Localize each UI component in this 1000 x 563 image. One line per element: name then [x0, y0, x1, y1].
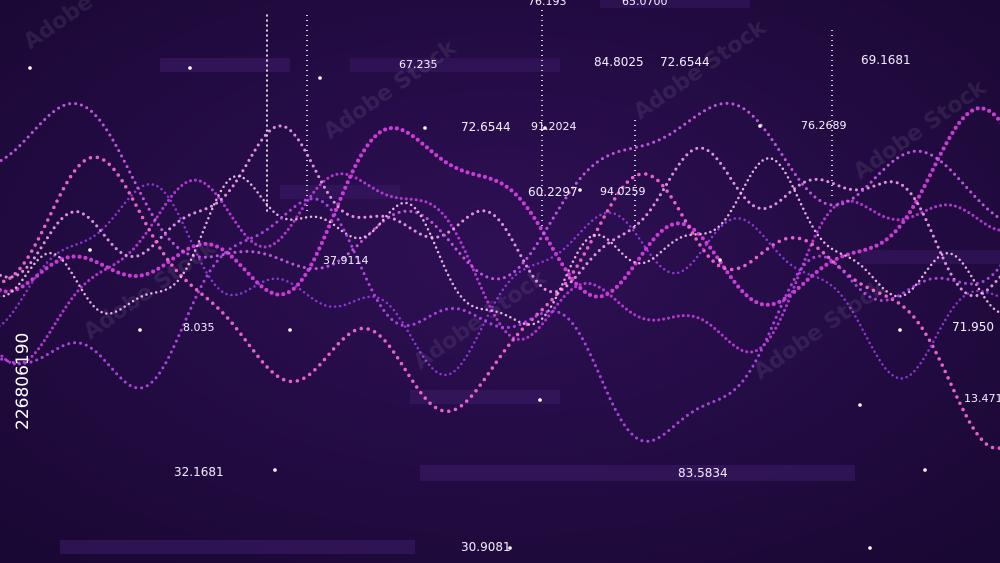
bar — [60, 540, 415, 554]
label: 65.0700 — [622, 0, 668, 8]
dot — [718, 258, 722, 262]
dot — [543, 126, 547, 130]
bar — [600, 0, 750, 8]
labels: 76.193 65.0700 67.235 84.8025 72.6544 69… — [174, 0, 1000, 554]
label: 30.9081 — [461, 540, 511, 554]
bar — [350, 58, 560, 72]
dot — [868, 546, 872, 550]
label: 67.235 — [399, 58, 438, 71]
label: 76.2689 — [801, 119, 847, 132]
dot — [758, 124, 762, 128]
label: 71.950 — [952, 320, 994, 334]
bar — [160, 58, 290, 72]
image-id: 226806190 — [13, 333, 33, 430]
dot — [578, 188, 582, 192]
label: 91.2024 — [531, 120, 577, 133]
dot — [858, 403, 862, 407]
horizontal-bars — [60, 0, 1000, 554]
dot — [538, 398, 542, 402]
dotted-wave — [0, 197, 1000, 443]
dotted-wave — [0, 172, 1000, 366]
dot — [273, 468, 277, 472]
label: 60.2297 — [528, 185, 578, 199]
vertical-dotted-lines — [266, 10, 833, 230]
waves — [0, 66, 1000, 550]
bar — [420, 465, 855, 481]
dot — [898, 328, 902, 332]
dot — [138, 328, 142, 332]
label: 69.1681 — [861, 53, 911, 67]
dotted-wave — [0, 124, 1000, 298]
dotted-wave — [0, 156, 1000, 326]
dotted-wave — [0, 106, 1000, 307]
label: 76.193 — [528, 0, 567, 8]
dotted-wave — [0, 101, 1000, 281]
dot — [88, 248, 92, 252]
dot — [423, 126, 427, 130]
label: 84.8025 — [594, 55, 644, 69]
label: 72.6544 — [660, 55, 710, 69]
bar — [860, 250, 1000, 264]
bar — [410, 390, 560, 404]
dot — [188, 66, 192, 70]
dot — [288, 328, 292, 332]
dot — [28, 66, 32, 70]
label: 13.471 — [964, 392, 1000, 405]
dot — [508, 546, 512, 550]
label: 83.5834 — [678, 466, 728, 480]
label: 37.9114 — [323, 254, 369, 267]
label: 94.0259 — [600, 185, 646, 198]
label: 72.6544 — [461, 120, 511, 134]
label: 8.035 — [183, 321, 215, 334]
dotted-wave — [0, 182, 1000, 380]
dot — [923, 468, 927, 472]
dot — [318, 76, 322, 80]
label: 32.1681 — [174, 465, 224, 479]
